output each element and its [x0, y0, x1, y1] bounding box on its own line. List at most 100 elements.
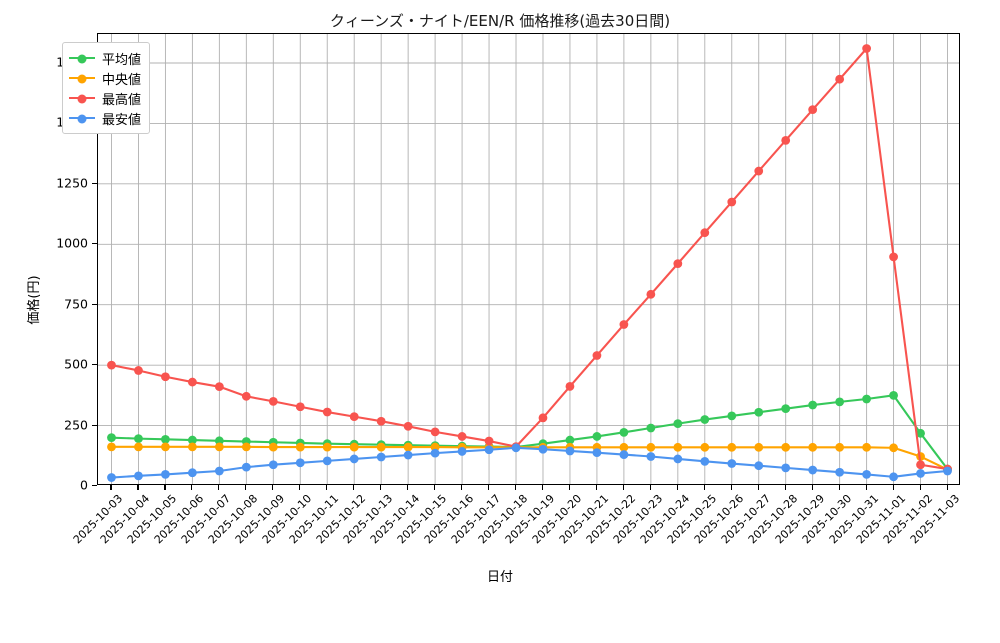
x-axis-tick: [353, 485, 355, 490]
y-axis-label: 1000: [56, 235, 88, 251]
data-point: [107, 433, 116, 443]
x-axis-tick: [515, 485, 517, 490]
legend-marker-icon: [77, 54, 87, 64]
data-point: [268, 397, 278, 406]
data-point: [187, 377, 197, 387]
legend-line-swatch: [69, 54, 95, 64]
y-axis-tick: [92, 243, 97, 245]
data-point: [808, 105, 818, 115]
data-point: [592, 351, 602, 360]
x-axis-tick: [730, 485, 732, 490]
data-point: [700, 415, 710, 424]
series-line: [111, 47, 948, 471]
data-point: [349, 412, 359, 422]
data-point: [322, 442, 332, 452]
x-axis-tick: [137, 485, 139, 490]
x-axis-tick: [784, 485, 786, 490]
x-axis-tick: [461, 485, 463, 490]
x-axis-tick: [946, 485, 948, 490]
data-point: [835, 467, 845, 477]
data-point: [214, 382, 224, 392]
data-point: [403, 421, 413, 431]
data-point: [134, 366, 143, 375]
data-point: [322, 456, 332, 466]
data-point: [619, 320, 629, 329]
x-axis-tick: [919, 485, 921, 490]
y-axis-tick: [92, 182, 97, 184]
legend-item-1: 中央値: [69, 68, 141, 88]
legend-label: 最安値: [102, 112, 142, 128]
data-point: [376, 442, 386, 452]
y-axis-tick: [92, 485, 97, 487]
data-point: [538, 413, 548, 423]
y-axis-tick: [92, 364, 97, 366]
data-point: [403, 442, 413, 452]
data-point: [700, 442, 710, 452]
legend-line-swatch: [69, 74, 95, 84]
legend-label: 平均値: [102, 52, 142, 68]
x-axis-tick: [272, 485, 274, 490]
y-axis-label: 500: [64, 356, 88, 372]
y-axis-label: 1250: [56, 175, 88, 191]
series-line: [111, 446, 948, 479]
data-point: [511, 443, 521, 453]
data-point: [619, 427, 629, 437]
data-point: [700, 228, 710, 238]
data-point: [403, 450, 413, 460]
y-axis-label: 0: [80, 477, 88, 493]
x-axis-tick: [676, 485, 678, 490]
legend-item-0: 平均値: [69, 48, 141, 68]
data-point: [754, 166, 764, 176]
x-axis-tick: [892, 485, 894, 490]
data-point: [161, 372, 170, 382]
chart-figure: クィーンズ・ナイト/EEN/R 価格推移(過去30日間) 価格(円) 日付 20…: [27, 12, 962, 585]
x-axis-tick: [110, 485, 112, 490]
data-point: [592, 432, 602, 441]
data-point: [889, 390, 898, 400]
data-point: [808, 442, 818, 452]
x-axis-tick: [811, 485, 813, 490]
data-point: [889, 472, 898, 482]
data-point: [241, 462, 251, 472]
data-point: [889, 252, 898, 262]
chart-title: クィーンズ・ナイト/EEN/R 価格推移(過去30日間): [329, 12, 671, 30]
data-point: [646, 289, 656, 299]
data-point: [916, 428, 925, 438]
data-point: [646, 442, 656, 452]
data-point: [161, 469, 170, 479]
data-point: [781, 442, 791, 452]
data-point: [754, 461, 764, 471]
y-axis-label: 250: [64, 417, 88, 433]
x-axis-tick: [488, 485, 490, 490]
data-point: [457, 432, 467, 441]
x-axis-tick: [164, 485, 166, 490]
legend-item-2: 最高値: [69, 88, 141, 108]
data-point: [727, 411, 737, 421]
x-axis-tick: [703, 485, 705, 490]
legend-item-3: 最安値: [69, 108, 141, 128]
data-point: [430, 448, 440, 458]
y-axis-tick: [92, 424, 97, 426]
legend-label: 最高値: [102, 92, 142, 108]
x-axis-tick: [191, 485, 193, 490]
data-point: [781, 463, 791, 473]
data-point: [700, 456, 710, 466]
x-axis-tick: [434, 485, 436, 490]
data-point: [646, 452, 656, 461]
data-point: [781, 404, 791, 414]
legend-marker-icon: [77, 114, 87, 124]
data-point: [457, 447, 467, 456]
data-point: [538, 444, 548, 454]
data-point: [727, 459, 737, 468]
data-point: [187, 435, 197, 445]
x-axis-tick: [622, 485, 624, 490]
legend-line-swatch: [69, 114, 95, 124]
x-axis-tick: [541, 485, 544, 490]
data-point: [484, 436, 494, 446]
plot-area: [97, 33, 960, 485]
legend-marker-icon: [77, 74, 87, 84]
data-point: [295, 402, 305, 412]
data-point: [161, 442, 170, 452]
x-axis-tick: [407, 485, 409, 490]
data-point: [862, 394, 872, 404]
